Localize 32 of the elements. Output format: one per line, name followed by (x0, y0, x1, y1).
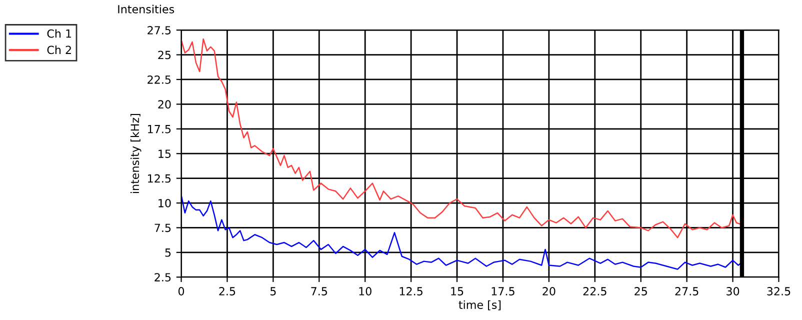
y-tick-label: 10 (158, 198, 171, 208)
x-tick-label: 2.5 (219, 287, 236, 296)
line-series (181, 194, 743, 270)
x-tick-label: 12.5 (400, 287, 422, 296)
y-tick-label: 2.5 (154, 273, 171, 282)
y-tick-label: 27.5 (148, 26, 171, 34)
x-tick-label: 5 (270, 287, 276, 296)
x-tick-label: 27.5 (675, 287, 698, 296)
y-axis-title: intensity [kHz] (130, 114, 142, 194)
x-tick-label: 17.5 (492, 287, 514, 296)
x-tick-label: 22.5 (583, 287, 606, 296)
legend-label: Ch 2 (47, 46, 71, 54)
x-tick-label: 30 (726, 287, 740, 296)
y-tick-label: 5 (165, 248, 171, 257)
x-axis-title: time [s] (458, 300, 501, 310)
y-tick-label: 7.5 (154, 224, 171, 232)
x-tick-label: 7.5 (311, 287, 327, 296)
line-series (181, 38, 743, 238)
y-tick-label: 15 (158, 150, 171, 158)
legend-label: Ch 1 (47, 29, 72, 38)
x-tick-label: 15 (451, 287, 464, 296)
chart-title: Intensities (118, 4, 174, 14)
y-tick-label: 20 (158, 100, 171, 109)
x-tick-label: 0 (178, 287, 184, 296)
y-tick-label: 22.5 (148, 75, 171, 84)
x-tick-label: 32.5 (767, 287, 790, 296)
x-tick-label: 25 (634, 287, 647, 296)
y-tick-label: 12.5 (148, 174, 171, 183)
y-tick-label: 25 (158, 50, 171, 60)
x-tick-label: 10 (359, 287, 372, 296)
y-tick-label: 17.5 (148, 125, 171, 134)
x-tick-label: 20 (542, 287, 556, 296)
